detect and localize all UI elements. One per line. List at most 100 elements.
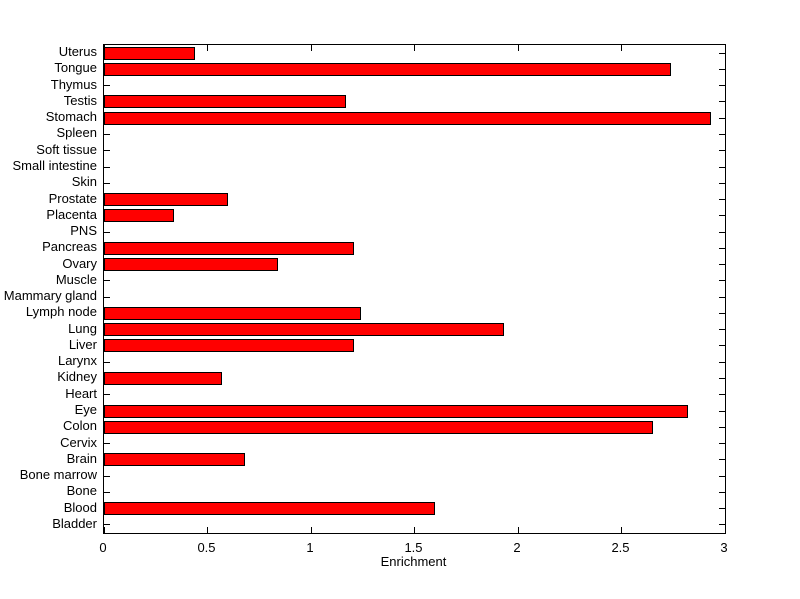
- category-label-thymus: Thymus: [50, 76, 97, 92]
- category-label-prostate: Prostate: [48, 190, 97, 206]
- y-tick-left: [104, 524, 110, 526]
- bar-stomach: [104, 111, 711, 125]
- bar-lymph-node: [104, 306, 361, 320]
- y-tick-right: [719, 361, 725, 363]
- category-label-bone-marrow: Bone marrow: [19, 467, 97, 483]
- y-tick-right: [719, 166, 725, 168]
- x-tick-top: [621, 45, 622, 51]
- category-label-bone: Bone: [66, 483, 97, 499]
- y-tick-right: [719, 150, 725, 152]
- bar-blood: [104, 502, 436, 516]
- x-tick-bottom: [621, 527, 622, 533]
- category-label-larynx: Larynx: [57, 353, 97, 369]
- y-tick-left: [104, 85, 110, 87]
- x-tick-top: [517, 45, 519, 51]
- x-tick-label-2-5: 2.5: [611, 540, 630, 555]
- bar-eye: [104, 404, 688, 418]
- x-tick-label-3: 3: [720, 540, 728, 555]
- category-label-brain: Brain: [66, 450, 97, 466]
- y-tick-right: [719, 475, 725, 477]
- x-tick-bottom: [517, 527, 519, 533]
- category-label-mammary-gland: Mammary gland: [3, 288, 97, 304]
- category-label-colon: Colon: [63, 418, 97, 434]
- y-tick-right: [719, 508, 725, 510]
- x-tick-bottom: [414, 527, 415, 533]
- category-label-blood: Blood: [63, 499, 97, 515]
- y-tick-right: [719, 215, 725, 217]
- x-tick-label-1: 1: [306, 540, 314, 555]
- y-tick-right: [719, 443, 725, 445]
- y-tick-right: [719, 459, 725, 461]
- plot-area: [103, 44, 726, 534]
- y-tick-right: [719, 85, 725, 87]
- category-label-soft-tissue: Soft tissue: [36, 141, 97, 157]
- y-tick-right: [719, 101, 725, 103]
- category-label-lymph-node: Lymph node: [25, 304, 97, 320]
- bar-lung: [104, 323, 504, 337]
- category-label-testis: Testis: [63, 92, 97, 108]
- category-label-muscle: Muscle: [55, 271, 97, 287]
- category-label-cervix: Cervix: [60, 434, 97, 450]
- y-tick-left: [104, 443, 110, 445]
- category-label-uterus: Uterus: [58, 44, 97, 60]
- y-tick-right: [719, 491, 725, 493]
- category-label-pns: PNS: [70, 223, 97, 239]
- y-tick-left: [104, 166, 110, 168]
- y-tick-right: [719, 117, 725, 119]
- x-tick-label-1-5: 1.5: [404, 540, 423, 555]
- y-tick-right: [719, 426, 725, 428]
- x-tick-top: [414, 45, 415, 51]
- x-tick-bottom: [724, 527, 726, 533]
- y-tick-right: [719, 280, 725, 282]
- x-tick-top: [310, 45, 312, 51]
- y-tick-left: [104, 491, 110, 493]
- y-tick-left: [104, 182, 110, 184]
- category-label-eye: Eye: [74, 402, 97, 417]
- y-tick-right: [719, 247, 725, 249]
- category-label-stomach: Stomach: [45, 109, 97, 125]
- category-label-spleen: Spleen: [56, 125, 97, 141]
- x-tick-label-2: 2: [513, 540, 521, 555]
- category-label-small-intestine: Small intestine: [12, 158, 97, 173]
- category-label-heart: Heart: [65, 385, 97, 401]
- bar-tongue: [104, 62, 672, 76]
- x-tick-bottom: [310, 527, 312, 533]
- x-tick-top: [103, 45, 105, 51]
- y-tick-right: [719, 52, 725, 54]
- y-tick-right: [719, 345, 725, 347]
- y-tick-left: [104, 296, 110, 298]
- y-tick-right: [719, 231, 725, 233]
- y-tick-left: [104, 231, 110, 233]
- category-label-pancreas: Pancreas: [42, 239, 97, 255]
- y-tick-right: [719, 377, 725, 379]
- category-label-bladder: Bladder: [52, 515, 97, 531]
- x-tick-top: [207, 45, 208, 51]
- y-tick-right: [719, 394, 725, 396]
- y-tick-left: [104, 150, 110, 152]
- y-tick-right: [719, 312, 725, 314]
- bar-uterus: [104, 46, 196, 60]
- y-tick-right: [719, 133, 725, 135]
- bar-testis: [104, 95, 347, 109]
- category-label-liver: Liver: [68, 336, 97, 352]
- y-tick-left: [104, 394, 110, 396]
- category-label-kidney: Kidney: [57, 369, 97, 385]
- bar-pancreas: [104, 241, 355, 255]
- bar-kidney: [104, 371, 222, 385]
- category-label-ovary: Ovary: [62, 255, 97, 271]
- bar-colon: [104, 420, 653, 434]
- x-axis-label: Enrichment: [380, 554, 447, 569]
- x-tick-bottom: [103, 527, 105, 533]
- y-tick-right: [719, 182, 725, 184]
- bar-brain: [104, 453, 245, 467]
- bar-ovary: [104, 258, 278, 272]
- category-label-lung: Lung: [68, 320, 97, 336]
- category-label-placenta: Placenta: [46, 206, 97, 222]
- bar-placenta: [104, 209, 175, 223]
- category-label-tongue: Tongue: [54, 60, 97, 76]
- y-tick-left: [104, 133, 110, 135]
- y-tick-right: [719, 329, 725, 331]
- y-tick-right: [719, 264, 725, 266]
- y-tick-right: [719, 524, 725, 526]
